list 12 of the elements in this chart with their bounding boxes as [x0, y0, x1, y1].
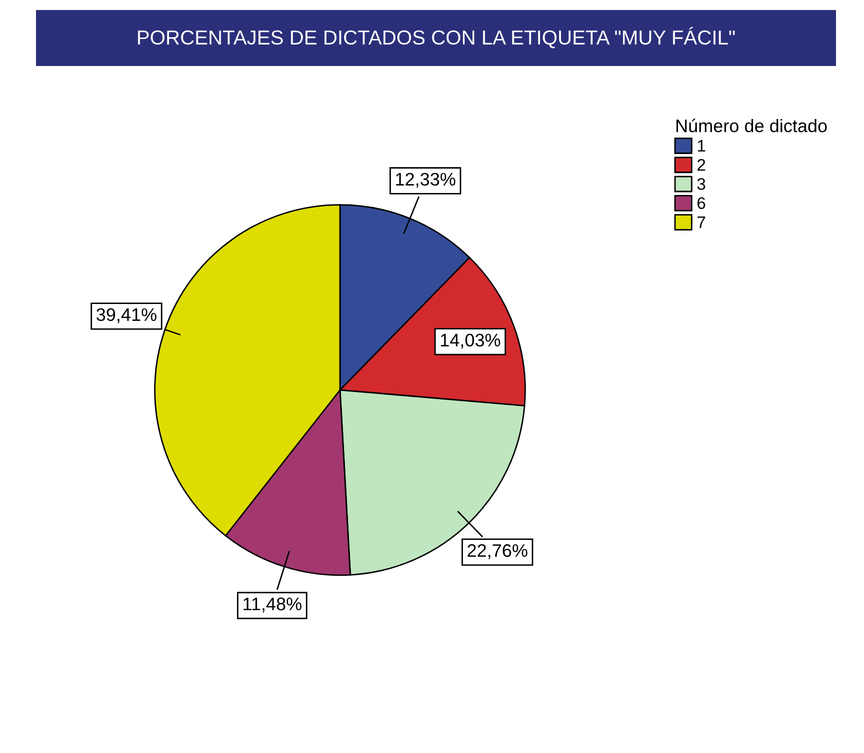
- chart-title: PORCENTAJES DE DICTADOS CON LA ETIQUETA "MUY FÁCIL": [138, 26, 735, 48]
- legend-label: 1: [698, 140, 706, 152]
- data-label: 22,76%: [468, 544, 528, 560]
- legend-label: 3: [697, 178, 706, 190]
- data-label: 11,48%: [244, 598, 302, 612]
- data-label: 14,03%: [440, 334, 500, 349]
- legend-label: 6: [698, 197, 706, 210]
- legend-label: 7: [698, 216, 706, 228]
- legend-title: Número de dictado: [676, 118, 827, 132]
- legend-label: 2: [698, 158, 706, 171]
- data-label: 39,41%: [96, 308, 156, 324]
- data-label: 12,33%: [396, 172, 456, 188]
